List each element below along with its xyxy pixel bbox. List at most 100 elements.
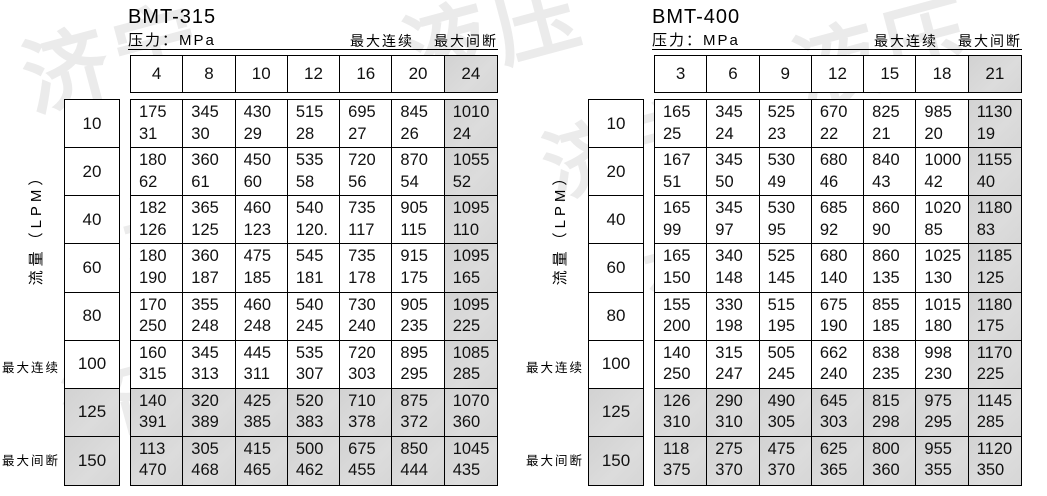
- cell-top-value: 720: [348, 151, 376, 170]
- flow-row-header-cell: 60: [65, 244, 119, 293]
- cell-bottom-value: 248: [191, 317, 219, 335]
- cell-top-value: 1185: [976, 247, 1013, 266]
- cell-top-value: 345: [191, 103, 219, 121]
- cell-bottom-value: 455: [348, 461, 376, 480]
- data-cell: 1000 42: [916, 148, 969, 197]
- model-title: BMT-400: [652, 6, 741, 28]
- flow-row-header-cell: 125: [589, 388, 643, 437]
- cell-top-value: 675: [348, 439, 376, 458]
- cell-bottom-value: 375: [663, 461, 691, 480]
- data-cell: 345 30: [183, 100, 236, 149]
- cell-bottom-value: 125: [976, 268, 1005, 287]
- cell-bottom-value: 22: [819, 124, 839, 143]
- data-cell: 340 148: [707, 244, 760, 293]
- cell-bottom-value: 385: [243, 413, 272, 432]
- cell-top-value: 365: [191, 199, 219, 218]
- flow-row-header-cell: 40: [65, 196, 119, 245]
- data-cell: 525 145: [759, 244, 812, 293]
- cell-top-value: 345: [715, 199, 743, 218]
- cell-top-value: 815: [872, 391, 900, 410]
- cell-bottom-value: 303: [348, 365, 376, 384]
- cell-top-value: 875: [400, 391, 428, 410]
- cell-top-value: 1145: [976, 391, 1013, 410]
- cell-bottom-value: 120.: [295, 220, 328, 239]
- flow-row-header-cell: 125: [65, 388, 119, 437]
- cell-bottom-value: 148: [715, 268, 743, 287]
- cell-bottom-value: 313: [191, 365, 219, 384]
- data-cell: 415 465: [235, 436, 288, 485]
- cell-top-value: 1070: [452, 391, 490, 410]
- cell-top-value: 662: [819, 343, 848, 362]
- cell-bottom-value: 187: [191, 268, 219, 287]
- cell-bottom-value: 62: [139, 172, 158, 191]
- max-continuous-label: 最大连续: [874, 33, 938, 49]
- cell-top-value: 126: [663, 391, 691, 410]
- data-cell: 1095 225: [444, 292, 497, 341]
- data-cell: 670 22: [811, 100, 865, 149]
- data-cell: 515 28: [287, 100, 341, 149]
- cell-bottom-value: 285: [452, 365, 481, 384]
- data-cell: 530 95: [759, 196, 812, 245]
- pressure-header-cell: 4: [131, 56, 184, 92]
- data-cell: 685 92: [811, 196, 865, 245]
- data-cell: 955 355: [916, 436, 969, 485]
- data-cell: 365 125: [183, 196, 236, 245]
- data-cell: 360 61: [183, 148, 236, 197]
- flow-row-header-cell: 100: [589, 341, 643, 389]
- cell-bottom-value: 97: [715, 220, 734, 239]
- cell-top-value: 850: [400, 439, 428, 458]
- data-cell: 815 298: [864, 388, 917, 437]
- cell-bottom-value: 31: [139, 124, 158, 143]
- cell-top-value: 140: [139, 391, 167, 410]
- cell-top-value: 460: [243, 295, 272, 314]
- cell-bottom-value: 383: [295, 413, 324, 432]
- cell-top-value: 870: [400, 151, 428, 170]
- cell-top-value: 895: [400, 343, 428, 362]
- data-cell: 1180 83: [968, 196, 1021, 245]
- data-cell: 850 444: [392, 436, 445, 485]
- pressure-unit-label: 压力：MPa: [652, 32, 740, 49]
- pressure-header-cell: 15: [864, 56, 917, 92]
- cell-top-value: 425: [243, 391, 272, 410]
- data-cell: 165 25: [655, 100, 708, 149]
- cell-top-value: 275: [715, 439, 743, 458]
- cell-top-value: 315: [715, 343, 743, 362]
- cell-bottom-value: 23: [767, 124, 786, 143]
- data-cell: 167 51: [655, 148, 708, 197]
- cell-top-value: 670: [819, 103, 848, 121]
- cell-top-value: 860: [872, 247, 900, 266]
- cell-top-value: 540: [295, 295, 324, 314]
- row-legend-max-continuous: 最大连续: [525, 361, 584, 375]
- data-cell: 1130 19: [968, 100, 1021, 149]
- data-cell: 345 50: [707, 148, 760, 197]
- cell-top-value: 345: [715, 151, 743, 170]
- data-cell: 155 200: [655, 292, 708, 341]
- cell-bottom-value: 117: [348, 220, 375, 239]
- cell-bottom-value: 305: [767, 413, 796, 432]
- cell-bottom-value: 355: [924, 461, 952, 480]
- cell-bottom-value: 26: [400, 124, 419, 143]
- cell-bottom-value: 99: [663, 220, 682, 239]
- cell-top-value: 1095: [452, 295, 490, 314]
- data-cell: 180 62: [131, 148, 184, 197]
- cell-bottom-value: 185: [243, 268, 272, 287]
- cell-top-value: 530: [767, 199, 796, 218]
- data-cell: 695 27: [340, 100, 393, 149]
- flow-row-header-cell: 20: [65, 148, 119, 197]
- cell-top-value: 1000: [924, 151, 962, 170]
- data-cell: 165 99: [655, 196, 708, 245]
- cell-top-value: 838: [872, 343, 900, 362]
- pressure-header-row: 4 8 10 12 16 20 24: [130, 55, 498, 93]
- cell-top-value: 685: [819, 199, 848, 218]
- data-cell: 315 247: [707, 340, 760, 389]
- data-cell: 1170 225: [968, 340, 1021, 389]
- flow-row-header-cell: 40: [589, 196, 643, 245]
- pressure-header-cell: 21: [968, 56, 1021, 92]
- cell-bottom-value: 245: [295, 317, 324, 335]
- cell-bottom-value: 51: [663, 172, 682, 191]
- row-legend-max-intermittent: 最大间断: [1, 454, 60, 468]
- data-cell: 535 58: [287, 148, 341, 197]
- cell-bottom-value: 235: [400, 317, 428, 335]
- cell-top-value: 360: [191, 151, 219, 170]
- data-cell: 126 310: [655, 388, 708, 437]
